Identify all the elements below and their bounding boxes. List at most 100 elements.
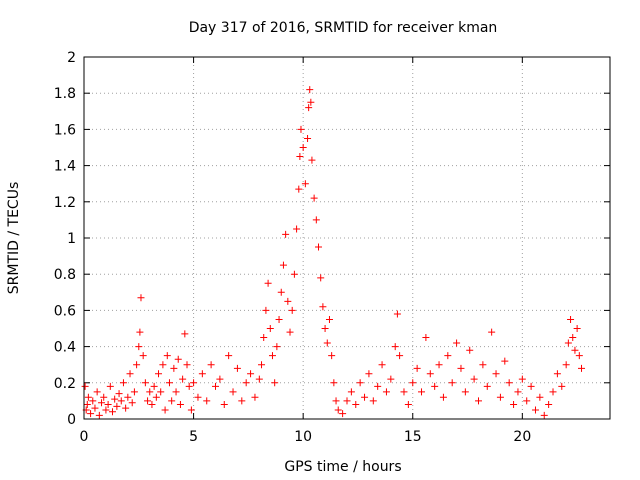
y-tick-label: 0 bbox=[67, 412, 76, 428]
data-point bbox=[374, 382, 382, 390]
data-point bbox=[488, 328, 496, 336]
data-point bbox=[510, 401, 518, 409]
x-axis-label: GPS time / hours bbox=[284, 459, 401, 475]
data-point bbox=[564, 339, 572, 347]
data-point bbox=[378, 361, 386, 369]
data-point bbox=[212, 382, 219, 390]
data-point bbox=[172, 388, 180, 396]
data-point bbox=[89, 397, 97, 405]
data-point bbox=[117, 397, 125, 405]
data-point bbox=[187, 406, 195, 414]
data-point bbox=[108, 408, 116, 416]
data-point bbox=[91, 404, 99, 412]
data-point bbox=[168, 397, 176, 405]
plot-frame bbox=[83, 56, 611, 420]
data-point bbox=[295, 185, 303, 193]
data-point bbox=[139, 352, 147, 360]
data-point bbox=[93, 388, 101, 396]
data-point bbox=[475, 397, 482, 405]
data-point bbox=[575, 352, 583, 360]
data-point bbox=[150, 382, 158, 390]
data-point bbox=[216, 375, 224, 383]
x-tick-label: 20 bbox=[513, 429, 531, 445]
data-point bbox=[233, 364, 241, 372]
data-point bbox=[290, 270, 298, 278]
data-point bbox=[562, 361, 570, 369]
data-point bbox=[163, 352, 171, 360]
data-point bbox=[352, 401, 360, 409]
data-point bbox=[161, 406, 169, 414]
data-point bbox=[136, 328, 144, 336]
data-point bbox=[207, 361, 215, 369]
data-point bbox=[343, 397, 351, 405]
data-point bbox=[307, 98, 315, 106]
data-point bbox=[279, 261, 287, 269]
data-point bbox=[315, 243, 323, 251]
data-point bbox=[448, 379, 456, 387]
data-point bbox=[133, 361, 141, 369]
data-point bbox=[95, 411, 103, 419]
data-point bbox=[444, 352, 452, 360]
data-point bbox=[569, 334, 577, 342]
data-point bbox=[573, 325, 581, 332]
data-point bbox=[264, 279, 272, 287]
data-point bbox=[553, 370, 561, 378]
x-tick-label: 15 bbox=[404, 429, 422, 445]
data-point bbox=[229, 388, 237, 396]
data-point bbox=[124, 393, 132, 401]
data-point bbox=[198, 370, 206, 378]
data-point bbox=[334, 406, 342, 414]
data-point bbox=[527, 382, 535, 390]
data-point bbox=[330, 379, 338, 387]
data-point bbox=[492, 370, 500, 378]
data-point bbox=[179, 375, 187, 383]
data-point bbox=[183, 361, 191, 369]
data-point bbox=[339, 410, 347, 418]
data-point bbox=[152, 393, 160, 401]
data-point bbox=[194, 393, 202, 401]
y-axis-label: SRMTID / TECUs bbox=[6, 182, 22, 295]
data-point bbox=[332, 397, 340, 405]
data-point bbox=[255, 375, 263, 383]
data-point bbox=[148, 401, 156, 409]
data-point bbox=[523, 397, 531, 405]
data-point bbox=[426, 370, 434, 378]
data-point bbox=[325, 315, 333, 323]
data-point bbox=[174, 355, 182, 363]
data-point bbox=[328, 352, 336, 360]
data-point bbox=[312, 216, 320, 224]
data-point bbox=[299, 144, 307, 151]
data-point bbox=[356, 379, 364, 387]
data-point bbox=[308, 156, 316, 164]
data-point bbox=[282, 230, 290, 238]
data-point bbox=[453, 339, 461, 347]
data-point bbox=[155, 370, 163, 378]
data-point bbox=[87, 410, 95, 418]
y-tick-label: 1.2 bbox=[54, 195, 76, 211]
data-point bbox=[514, 388, 522, 396]
data-point bbox=[159, 361, 167, 369]
data-point bbox=[571, 346, 579, 354]
grid bbox=[84, 57, 610, 419]
data-point bbox=[220, 401, 228, 409]
data-point bbox=[268, 352, 276, 360]
data-point bbox=[225, 352, 233, 360]
data-point bbox=[119, 379, 127, 387]
data-point bbox=[435, 361, 443, 369]
data-point bbox=[396, 352, 404, 360]
data-point bbox=[457, 364, 465, 372]
data-point bbox=[321, 325, 329, 332]
data-point bbox=[83, 401, 91, 409]
data-point bbox=[301, 180, 309, 188]
data-point bbox=[365, 370, 373, 378]
data-point bbox=[266, 325, 274, 332]
data-point bbox=[181, 330, 189, 338]
data-point bbox=[422, 334, 430, 342]
data-point bbox=[439, 393, 447, 401]
data-point bbox=[251, 393, 259, 401]
data-point bbox=[391, 343, 399, 351]
data-point bbox=[106, 382, 114, 390]
data-point bbox=[496, 393, 504, 401]
data-point bbox=[518, 375, 526, 383]
data-point bbox=[483, 382, 491, 390]
